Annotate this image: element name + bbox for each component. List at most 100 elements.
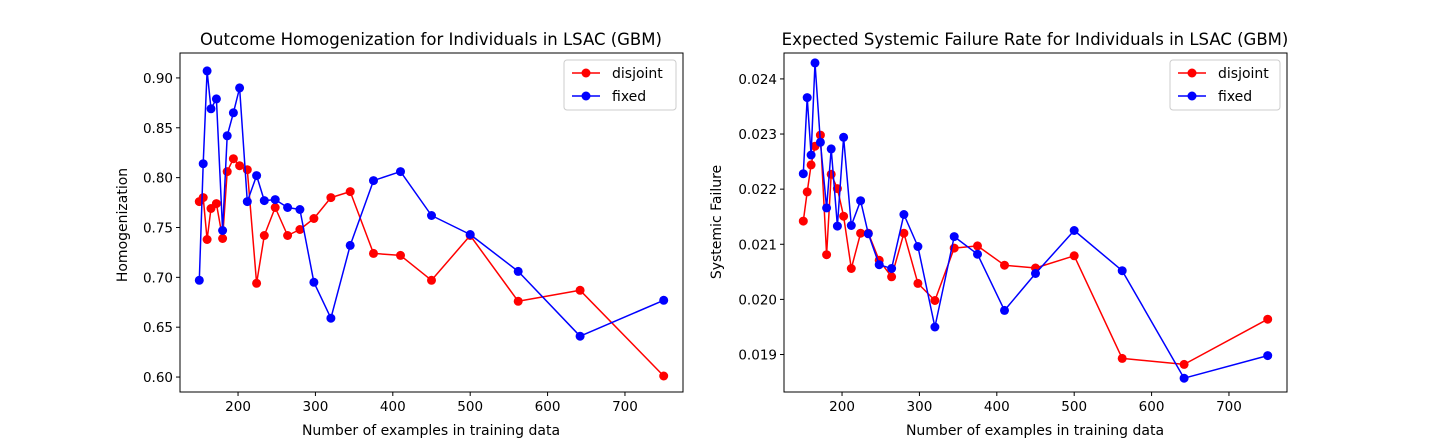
data-point-fixed <box>211 94 221 104</box>
data-point-disjoint <box>283 231 293 240</box>
legend-label-disjoint: disjoint <box>612 66 663 82</box>
data-point-fixed <box>863 229 873 239</box>
data-point-fixed <box>1031 269 1040 278</box>
data-point-fixed <box>309 277 319 287</box>
data-point-fixed <box>1117 266 1127 276</box>
data-point-disjoint <box>887 272 897 282</box>
legend-marker-disjoint <box>581 68 591 78</box>
legend: disjoint fixed <box>1169 59 1281 111</box>
data-point-fixed <box>802 93 812 103</box>
data-point-disjoint <box>202 235 212 244</box>
data-point-disjoint <box>198 193 208 203</box>
data-point-disjoint <box>659 371 669 381</box>
data-point-fixed <box>283 203 293 212</box>
data-point-disjoint <box>211 199 221 209</box>
data-point-fixed <box>345 240 355 250</box>
data-point-fixed <box>202 66 212 76</box>
x-tick-label: 200 <box>225 399 251 415</box>
data-point-fixed <box>228 108 238 118</box>
legend-marker-fixed <box>1187 91 1197 101</box>
y-tick-label: 0.70 <box>143 270 173 286</box>
data-point-fixed <box>806 150 816 160</box>
data-point-disjoint <box>1263 314 1273 324</box>
x-tick-label: 600 <box>535 399 561 415</box>
y-tick-label: 0.024 <box>738 72 777 88</box>
data-point-disjoint <box>396 250 405 260</box>
legend-marker-disjoint <box>1187 68 1197 78</box>
data-point-disjoint <box>326 193 336 203</box>
data-point-disjoint <box>822 250 832 260</box>
x-axis-label: Number of examples in training data <box>906 423 1164 439</box>
data-point-disjoint <box>259 231 269 240</box>
y-axis-label: Homogenization <box>115 168 131 282</box>
data-point-disjoint <box>242 165 252 175</box>
data-point-disjoint <box>1179 359 1189 369</box>
data-point-disjoint <box>270 203 280 212</box>
data-point-disjoint <box>856 228 866 238</box>
data-point-fixed <box>822 203 832 213</box>
data-point-disjoint <box>930 296 940 305</box>
data-point-disjoint <box>806 160 816 170</box>
x-axis-label: Number of examples in training data <box>302 423 560 439</box>
y-tick-label: 0.019 <box>738 348 777 364</box>
legend-marker-fixed <box>581 91 591 101</box>
y-tick-label: 0.75 <box>143 220 173 236</box>
data-point-disjoint <box>913 278 923 288</box>
chart-title: Expected Systemic Failure Rate for Indiv… <box>782 30 1289 49</box>
y-tick-label: 0.85 <box>143 121 173 137</box>
data-point-disjoint <box>1000 260 1009 270</box>
x-tick-label: 500 <box>1061 399 1087 415</box>
plot-frame <box>783 52 1288 393</box>
x-tick-label: 500 <box>457 399 483 415</box>
legend: disjoint fixed <box>563 59 677 111</box>
data-point-disjoint <box>345 187 355 197</box>
x-tick-label: 600 <box>1139 399 1165 415</box>
y-axis-label: Systemic Failure <box>709 165 725 279</box>
series-line-disjoint <box>198 157 665 377</box>
x-tick-label: 300 <box>907 399 933 415</box>
y-tick-label: 0.60 <box>143 370 173 386</box>
data-point-disjoint <box>235 161 245 171</box>
data-point-disjoint <box>218 234 228 243</box>
data-point-fixed <box>270 195 280 205</box>
plot-frame <box>179 52 684 393</box>
data-point-disjoint <box>798 216 808 226</box>
data-point-disjoint <box>222 167 232 177</box>
data-point-fixed <box>513 266 523 276</box>
data-point-fixed <box>218 226 228 235</box>
data-point-disjoint <box>846 264 856 273</box>
data-point-fixed <box>949 232 959 242</box>
data-point-fixed <box>295 205 305 214</box>
y-tick-label: 0.020 <box>738 292 777 308</box>
data-point-fixed <box>396 167 405 177</box>
data-point-disjoint <box>252 278 262 288</box>
data-point-fixed <box>1000 305 1009 315</box>
data-point-fixed <box>930 322 940 332</box>
data-point-disjoint <box>839 211 849 221</box>
data-point-disjoint <box>309 214 319 223</box>
series-line-disjoint <box>802 134 1269 366</box>
x-tick-label: 700 <box>1216 399 1242 415</box>
data-point-fixed <box>194 275 204 285</box>
y-tick-label: 0.80 <box>143 171 173 187</box>
data-point-fixed <box>659 295 669 305</box>
data-point-fixed <box>1263 351 1273 361</box>
x-tick-label: 200 <box>829 399 855 415</box>
y-tick-label: 0.65 <box>143 320 173 336</box>
data-point-fixed <box>465 230 475 239</box>
data-point-fixed <box>826 144 836 154</box>
x-tick-label: 300 <box>303 399 329 415</box>
data-point-fixed <box>198 159 208 169</box>
data-point-fixed <box>846 221 856 230</box>
data-point-fixed <box>874 260 884 270</box>
y-tick-label: 0.022 <box>738 182 777 198</box>
data-point-disjoint <box>513 296 523 306</box>
x-tick-label: 400 <box>380 399 406 415</box>
data-point-fixed <box>899 210 909 219</box>
data-point-fixed <box>575 331 585 341</box>
y-tick-label: 0.023 <box>738 127 777 143</box>
data-point-disjoint <box>973 241 982 251</box>
legend-label-fixed: fixed <box>612 89 646 105</box>
systemic-failure-chart: Expected Systemic Failure Rate for Indiv… <box>709 30 1288 439</box>
data-point-disjoint <box>899 228 909 238</box>
